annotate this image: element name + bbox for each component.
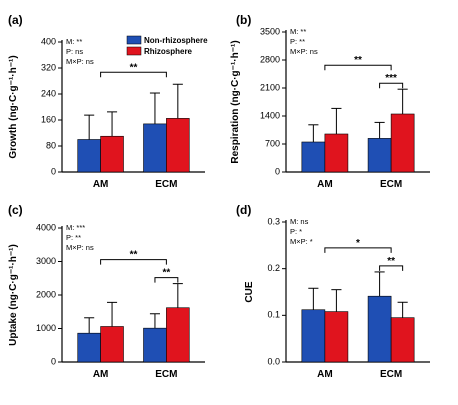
y-tick-label: 240	[41, 88, 56, 98]
legend-label: Non-rhizosphere	[144, 36, 208, 45]
stat-text: P: *	[290, 227, 302, 236]
bar-ecm-rhizosphere	[390, 113, 415, 173]
significance-label: *	[356, 238, 360, 249]
significance-label: ***	[385, 73, 397, 84]
bar-am-rhizosphere	[324, 133, 349, 173]
legend-swatch	[126, 46, 142, 56]
stat-text: P: ns	[66, 47, 83, 56]
y-axis-label: Uptake (ng·C·g⁻¹·h⁻¹)	[8, 244, 19, 346]
significance-label: **	[130, 250, 138, 261]
y-axis-label: Growth (ng·C·g⁻¹·h⁻¹)	[8, 55, 19, 158]
x-tick-label: ECM	[380, 369, 402, 380]
bar-am-non-rhizosphere	[301, 141, 326, 173]
x-tick-label: AM	[317, 179, 333, 190]
y-tick-label: 1000	[36, 323, 56, 333]
y-tick-label: 0.2	[267, 263, 280, 273]
significance-label: **	[354, 55, 362, 66]
y-tick-label: 2000	[36, 289, 56, 299]
stat-text: M: ns	[290, 217, 309, 226]
bar-ecm-non-rhizosphere	[367, 295, 392, 363]
y-tick-label: 700	[265, 138, 280, 148]
significance-label: **	[387, 256, 395, 267]
y-tick-label: 0.1	[267, 310, 280, 320]
y-tick-label: 0.0	[267, 356, 280, 366]
stat-text: M: **	[66, 37, 82, 46]
x-tick-label: ECM	[155, 179, 177, 190]
y-tick-label: 400	[41, 36, 56, 46]
panel-c: (c) 0 1000 2000 3000 4000 Uptake (ng·C·g⁻¹·h⁻¹…	[8, 203, 205, 380]
y-tick-label: 2800	[260, 54, 280, 64]
significance-bracket	[100, 71, 167, 78]
significance-bracket	[100, 259, 167, 265]
significance-label: **	[130, 62, 138, 73]
y-tick-label: 160	[41, 114, 56, 124]
stat-text: M×P: ns	[290, 47, 318, 56]
bar-am-non-rhizosphere	[77, 139, 101, 173]
bar-am-non-rhizosphere	[301, 309, 326, 363]
significance-bracket	[324, 247, 392, 253]
panel-label: (a)	[8, 13, 23, 27]
legend-swatch	[126, 35, 142, 45]
significance-bracket	[379, 265, 404, 271]
y-tick-label: 80	[46, 140, 56, 150]
significance-bracket	[324, 64, 392, 71]
y-tick-label: 3500	[260, 26, 280, 36]
x-tick-label: AM	[93, 369, 109, 380]
bar-ecm-non-rhizosphere	[143, 123, 167, 173]
y-tick-label: 320	[41, 62, 56, 72]
y-tick-label: 4000	[36, 222, 56, 232]
y-tick-label: 0.3	[267, 216, 280, 226]
bar-ecm-non-rhizosphere	[143, 327, 167, 363]
panel-a: (a) 0 80 160 240 320 400 Growth (ng·C·g⁻¹·h⁻¹) A…	[8, 13, 205, 190]
y-axis-label: Respiration (ng·C·g⁻¹·h⁻¹)	[230, 40, 241, 163]
bar-am-rhizosphere	[100, 135, 124, 173]
x-tick-label: AM	[93, 179, 109, 190]
stat-text: M: **	[290, 27, 306, 36]
bar-am-rhizosphere	[324, 311, 349, 363]
y-tick-label: 2100	[260, 82, 280, 92]
y-tick-label: 1400	[260, 110, 280, 120]
significance-bracket	[379, 82, 404, 89]
stat-text: M×P: ns	[66, 243, 94, 252]
panel-b: (b) 0 700 1400 2100 2800 3500 Respiration (ng·C…	[230, 13, 430, 190]
significance-bracket	[154, 277, 179, 283]
x-tick-label: ECM	[155, 369, 177, 380]
y-axis-label: CUE	[244, 281, 255, 302]
bar-ecm-non-rhizosphere	[367, 138, 392, 173]
stat-text: M: ***	[66, 223, 85, 232]
bar-ecm-rhizosphere	[390, 317, 415, 363]
legend-label: Rhizosphere	[144, 47, 193, 56]
bar-ecm-rhizosphere	[166, 118, 190, 173]
stat-text: M×P: ns	[66, 57, 94, 66]
stat-text: P: **	[66, 233, 81, 242]
panel-label: (c)	[8, 203, 23, 217]
y-tick-label: 0	[51, 166, 56, 176]
y-tick-label: 0	[275, 166, 280, 176]
bar-ecm-rhizosphere	[166, 307, 190, 363]
legend: Non-rhizosphere Rhizosphere	[126, 35, 208, 56]
stat-text: M×P: *	[290, 237, 313, 246]
panel-label: (d)	[236, 203, 251, 217]
x-tick-label: ECM	[380, 179, 402, 190]
panel-label: (b)	[236, 13, 251, 27]
y-tick-label: 3000	[36, 256, 56, 266]
bar-am-non-rhizosphere	[77, 332, 101, 363]
y-tick-label: 0	[51, 356, 56, 366]
significance-label: **	[162, 268, 170, 279]
x-tick-label: AM	[317, 369, 333, 380]
bar-am-rhizosphere	[100, 326, 124, 363]
stat-text: P: **	[290, 37, 305, 46]
